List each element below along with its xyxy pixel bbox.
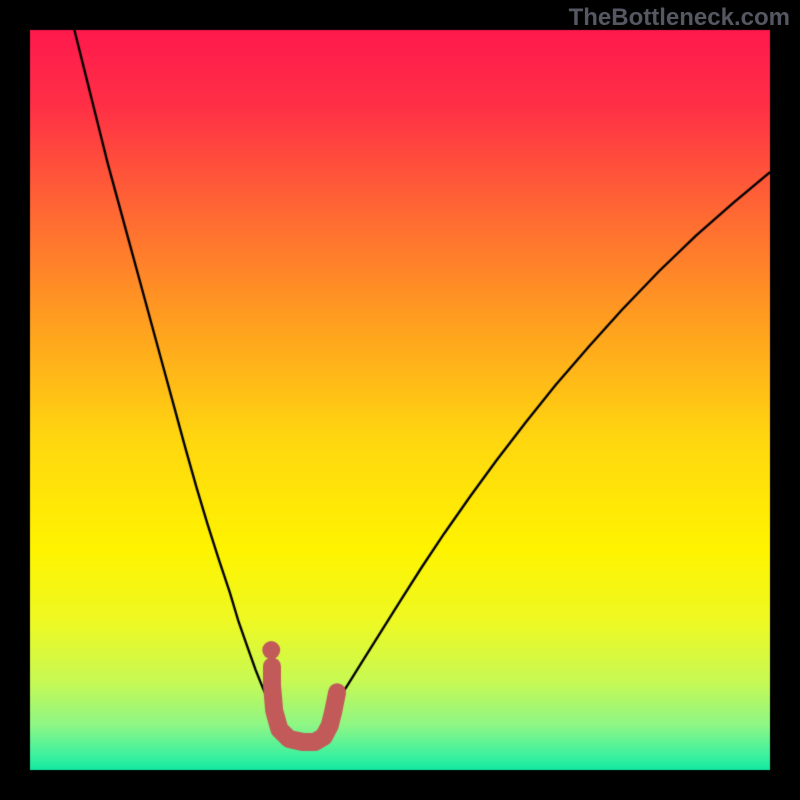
watermark-text: TheBottleneck.com xyxy=(569,4,790,32)
bottleneck-chart-canvas xyxy=(0,0,800,800)
figure-root: TheBottleneck.com xyxy=(0,0,800,800)
